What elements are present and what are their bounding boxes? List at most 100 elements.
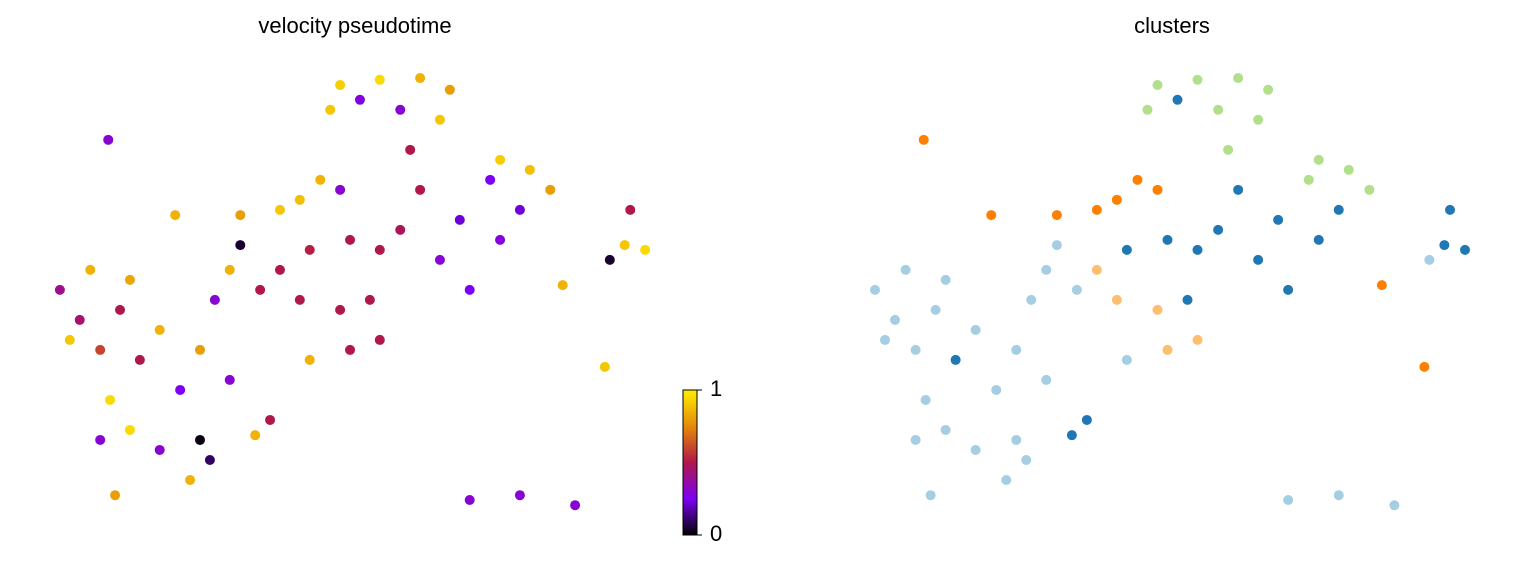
colorbar-tick-label: 1 bbox=[710, 376, 722, 401]
point bbox=[405, 144, 416, 155]
point bbox=[1152, 184, 1163, 195]
point bbox=[940, 274, 951, 285]
point bbox=[95, 344, 106, 355]
point bbox=[175, 384, 186, 395]
point bbox=[325, 104, 336, 115]
point bbox=[464, 494, 475, 505]
point bbox=[345, 344, 356, 355]
point bbox=[105, 394, 116, 405]
point bbox=[1192, 244, 1203, 255]
point bbox=[920, 394, 931, 405]
chart-title: velocity pseudotime bbox=[258, 13, 451, 38]
point bbox=[170, 210, 181, 221]
point bbox=[925, 490, 936, 501]
point bbox=[1445, 204, 1455, 215]
point bbox=[415, 73, 426, 84]
point bbox=[374, 74, 385, 85]
point bbox=[900, 264, 911, 275]
point bbox=[195, 434, 205, 445]
point bbox=[124, 424, 135, 435]
point bbox=[1460, 244, 1470, 255]
point bbox=[986, 210, 997, 221]
point bbox=[1419, 361, 1430, 372]
point bbox=[1041, 374, 1052, 385]
point bbox=[115, 304, 126, 315]
point bbox=[950, 354, 961, 365]
point bbox=[1263, 84, 1274, 95]
point bbox=[1066, 430, 1077, 441]
point bbox=[1333, 490, 1344, 501]
point bbox=[1071, 284, 1082, 295]
point bbox=[255, 284, 266, 295]
scatter-points bbox=[54, 73, 651, 511]
point bbox=[1376, 280, 1387, 291]
point bbox=[495, 234, 506, 245]
point bbox=[235, 240, 246, 251]
point bbox=[1253, 114, 1264, 125]
chart-title: clusters bbox=[1134, 13, 1210, 38]
point bbox=[991, 384, 1002, 395]
point bbox=[495, 154, 506, 165]
point bbox=[250, 430, 261, 441]
point bbox=[970, 324, 981, 335]
point bbox=[315, 174, 326, 185]
point bbox=[1001, 474, 1012, 485]
point bbox=[95, 434, 106, 445]
point bbox=[444, 84, 455, 95]
point bbox=[304, 244, 315, 255]
point bbox=[545, 184, 556, 195]
point bbox=[1389, 500, 1400, 511]
point bbox=[110, 490, 121, 501]
point bbox=[1121, 244, 1132, 255]
point bbox=[364, 294, 375, 305]
point bbox=[514, 204, 525, 215]
point bbox=[335, 184, 346, 195]
point bbox=[1343, 164, 1354, 175]
point bbox=[395, 224, 406, 235]
point bbox=[1132, 174, 1143, 185]
point bbox=[910, 434, 921, 445]
point bbox=[604, 254, 615, 265]
point bbox=[1233, 73, 1244, 84]
point bbox=[570, 500, 581, 511]
point bbox=[1152, 80, 1163, 91]
point bbox=[335, 80, 346, 91]
point bbox=[1121, 354, 1132, 365]
point bbox=[1233, 184, 1244, 195]
point bbox=[880, 334, 890, 345]
point bbox=[1011, 434, 1022, 445]
point bbox=[64, 334, 75, 345]
point bbox=[1213, 104, 1224, 115]
point bbox=[1283, 494, 1294, 505]
point bbox=[1283, 284, 1294, 295]
point bbox=[1223, 144, 1234, 155]
point bbox=[345, 234, 356, 245]
point bbox=[1182, 294, 1193, 305]
point bbox=[1142, 104, 1153, 115]
point bbox=[625, 204, 636, 215]
point bbox=[1091, 264, 1102, 275]
point bbox=[294, 194, 305, 205]
point bbox=[930, 304, 941, 315]
point bbox=[374, 244, 385, 255]
point bbox=[185, 474, 196, 485]
point bbox=[1051, 240, 1062, 251]
scatter-points bbox=[870, 73, 1470, 511]
point bbox=[1162, 234, 1173, 245]
point bbox=[1333, 204, 1344, 215]
point bbox=[454, 214, 465, 225]
point bbox=[374, 334, 385, 345]
point bbox=[1424, 254, 1435, 265]
point bbox=[395, 104, 406, 115]
point bbox=[970, 444, 981, 455]
point bbox=[124, 274, 135, 285]
point bbox=[274, 264, 285, 275]
point bbox=[1111, 294, 1122, 305]
point bbox=[640, 244, 651, 255]
point bbox=[103, 134, 114, 145]
point bbox=[434, 114, 445, 125]
point bbox=[1273, 214, 1284, 225]
point bbox=[1162, 344, 1173, 355]
point bbox=[274, 204, 285, 215]
point bbox=[1213, 224, 1224, 235]
